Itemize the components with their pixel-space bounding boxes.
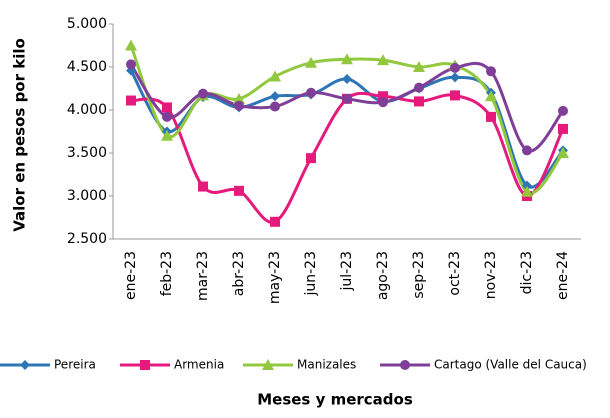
x-tick-label: may-23 (267, 251, 283, 304)
x-tick-label: dic-23 (519, 251, 535, 294)
x-tick-label: jun-23 (303, 251, 319, 297)
x-tick-label: nov-23 (483, 251, 499, 299)
x-tick-label: oct-23 (447, 251, 463, 296)
x-tick-label: ago-23 (375, 251, 391, 300)
data-point (557, 147, 569, 158)
x-tick-label: jul-23 (339, 251, 355, 292)
data-point (522, 145, 532, 156)
x-tick-label: feb-23 (159, 251, 175, 296)
data-point (414, 96, 424, 107)
data-point (270, 91, 280, 102)
data-point (234, 100, 244, 111)
legend-label: Armenia (174, 358, 224, 372)
data-point (342, 93, 352, 104)
data-point (558, 105, 568, 116)
legend-label: Manizales (297, 358, 356, 372)
x-tick-label: abr-23 (231, 251, 247, 296)
y-axis-title: Valor en pesos por kilo (11, 38, 29, 232)
legend-label: Cartago (Valle del Cauca) (434, 358, 587, 372)
legend-marker (20, 360, 30, 370)
legend-marker (400, 360, 410, 370)
data-point (450, 90, 460, 101)
y-tick-label: 4.000 (67, 102, 107, 118)
legend-marker (140, 360, 150, 370)
data-point (378, 97, 388, 108)
data-point (485, 90, 497, 102)
data-point (198, 88, 208, 99)
y-tick-label: 3.500 (67, 145, 107, 161)
data-point (306, 153, 316, 164)
data-point (486, 111, 496, 122)
x-tick-label: mar-23 (195, 251, 211, 301)
data-point (198, 181, 208, 192)
data-point (161, 129, 173, 141)
data-point (234, 185, 244, 196)
data-point (521, 185, 533, 197)
data-point (270, 101, 280, 112)
x-axis-title: Meses y mercados (257, 391, 413, 409)
data-point (125, 39, 137, 51)
x-tick-label: ene-23 (123, 251, 139, 300)
data-point (233, 92, 245, 104)
x-tick-label: ene-24 (555, 251, 571, 300)
y-tick-label: 2.500 (67, 231, 107, 247)
data-point (414, 82, 424, 93)
data-point (126, 59, 136, 70)
data-point (126, 95, 136, 106)
data-point (378, 91, 388, 102)
y-tick-label: 5.000 (67, 16, 107, 32)
data-point (162, 111, 172, 122)
data-point (342, 74, 352, 85)
y-tick-label: 4.500 (67, 59, 107, 75)
data-point (162, 102, 172, 113)
data-point (522, 180, 532, 191)
legend-marker (262, 359, 274, 370)
data-point (306, 87, 316, 98)
data-point (269, 70, 281, 82)
data-point (377, 54, 389, 66)
x-tick-label: sep-23 (411, 251, 427, 299)
y-tick-label: 3.000 (67, 188, 107, 204)
data-point (450, 62, 460, 73)
data-point (270, 216, 280, 227)
data-point (558, 123, 568, 134)
data-point (450, 72, 460, 83)
data-point (305, 56, 317, 68)
data-point (413, 61, 425, 72)
legend-label: Pereira (54, 358, 96, 372)
data-point (486, 66, 496, 77)
data-point (341, 53, 353, 65)
